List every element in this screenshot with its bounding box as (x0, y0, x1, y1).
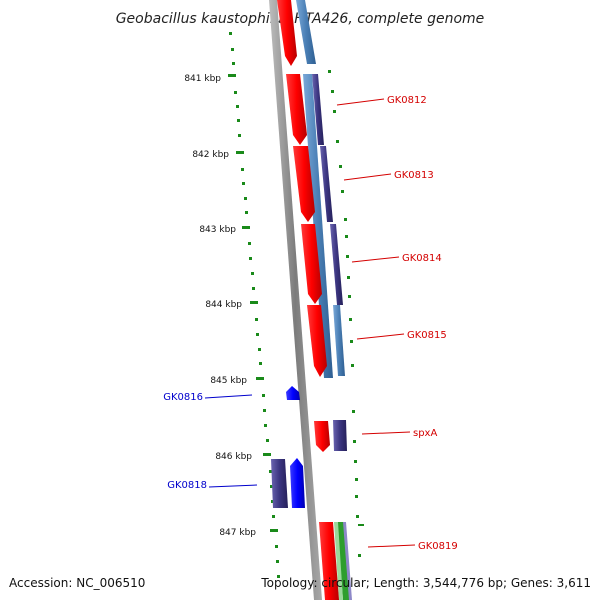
cog-bar-blue (296, 0, 316, 64)
tick-mark (270, 529, 278, 532)
gene-label[interactable]: GK0812 (387, 95, 427, 106)
gene-label[interactable]: spxA (413, 428, 437, 439)
gene-arrow[interactable] (301, 224, 322, 304)
tick-label: 844 kbp (205, 300, 242, 310)
cog-bar-purple (330, 224, 343, 305)
genome-backbone (269, 0, 322, 600)
cog-bar-purple (333, 420, 347, 451)
tick-mark (256, 377, 264, 380)
tick-mark (242, 226, 250, 229)
gene-label[interactable]: GK0815 (407, 330, 447, 341)
gene-arrow[interactable] (286, 386, 300, 400)
tick-mark (263, 453, 271, 456)
cog-bar-blue (303, 74, 333, 378)
tick-label: 841 kbp (184, 74, 221, 84)
gene-label[interactable]: GK0814 (402, 253, 442, 264)
tick-mark (228, 74, 236, 77)
tick-label: 842 kbp (192, 150, 229, 160)
tick-mark (236, 151, 244, 154)
reverse-genes (271, 386, 305, 508)
cog-bar-blue (333, 305, 345, 376)
gene-arrow[interactable] (286, 74, 307, 145)
outer-dotted-guide (328, 70, 364, 557)
cog-feature-bars (296, 0, 352, 600)
tick-label: 843 kbp (199, 225, 236, 235)
cog-bar-green (337, 522, 349, 600)
tick-label: 846 kbp (215, 452, 252, 462)
topology-text: Topology: circular; Length: 3,544,776 bp… (260, 576, 591, 590)
accession-text: Accession: NC_006510 (9, 576, 145, 590)
gene-label[interactable]: GK0816 (163, 392, 203, 403)
inner-dotted-guide (229, 32, 280, 578)
gene-arrow[interactable] (293, 146, 315, 222)
gene-label[interactable]: GK0819 (418, 541, 458, 552)
gene-label[interactable]: GK0813 (394, 170, 434, 181)
cog-bar-purple (312, 74, 324, 145)
forward-genes (277, 0, 339, 600)
gene-arrow[interactable] (290, 458, 305, 508)
tick-label: 847 kbp (219, 528, 256, 538)
label-leader-lines (204, 98, 416, 548)
gene-arrow[interactable] (314, 421, 330, 452)
cog-bar-lightgreen (334, 522, 343, 600)
gene-arrow-cog[interactable] (271, 459, 288, 508)
tick-marks (228, 74, 278, 532)
tick-label: 845 kbp (210, 376, 247, 386)
gene-arrow[interactable] (277, 0, 297, 66)
gene-label[interactable]: GK0818 (167, 480, 207, 491)
gene-arrow[interactable] (319, 522, 339, 600)
cog-bar-purple (320, 146, 333, 222)
gene-arrow[interactable] (307, 305, 327, 377)
tick-mark (250, 301, 258, 304)
